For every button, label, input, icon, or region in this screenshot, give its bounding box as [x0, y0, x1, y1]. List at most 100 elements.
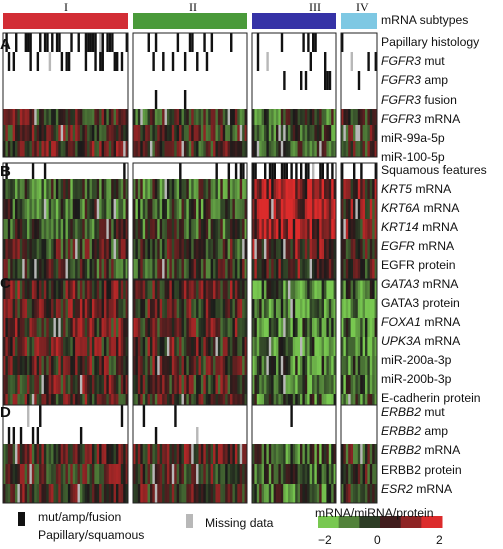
heat-cell [369, 259, 373, 279]
heat-cell [208, 356, 212, 375]
heat-cell [276, 375, 279, 394]
heat-cell [55, 356, 59, 375]
heat-cell [41, 125, 45, 141]
heat-cell [237, 125, 241, 141]
heat-cell [348, 179, 351, 199]
heat-cell [193, 394, 197, 411]
heat-cell [261, 356, 265, 375]
heat-cell [357, 375, 361, 394]
heat-cell [333, 141, 337, 157]
heat-cell [145, 337, 148, 356]
heat-cell [5, 199, 9, 219]
heat-cell [162, 394, 165, 411]
heat-cell [159, 444, 163, 464]
heat-cell [19, 356, 23, 375]
binary-mark [99, 52, 102, 71]
heat-cell [123, 299, 126, 318]
heat-cell [147, 318, 151, 337]
heat-cell [288, 239, 291, 259]
heat-cell [82, 259, 86, 279]
heat-cell [367, 141, 371, 157]
heat-cell [36, 375, 40, 394]
heat-cell [120, 299, 124, 318]
heat-cell [215, 259, 219, 279]
heat-cell [237, 337, 241, 356]
heat-cell [87, 219, 90, 239]
binary-mark [31, 427, 35, 444]
heat-cell [118, 259, 122, 279]
heat-cell [58, 109, 62, 125]
heat-cell [244, 484, 248, 503]
heat-cell [135, 375, 139, 394]
heat-cell [276, 337, 279, 356]
heat-cell [39, 299, 42, 318]
heat-cell [125, 318, 129, 337]
heat-cell [48, 219, 52, 239]
heat-cell [145, 375, 148, 394]
heat-cell [145, 280, 148, 299]
heat-cell [51, 375, 54, 394]
heat-cell [280, 318, 284, 337]
heat-cell [72, 444, 76, 464]
heat-cell [183, 125, 187, 141]
heat-cell [348, 356, 351, 375]
heat-cell [203, 464, 207, 484]
heat-cell [191, 280, 195, 299]
heat-cell [324, 375, 327, 394]
heat-cell [75, 375, 78, 394]
heat-cell [186, 356, 190, 375]
row-label-d-2: ERBB2 mRNA [381, 443, 460, 457]
heat-cell [17, 219, 21, 239]
heat-cell [227, 394, 231, 411]
heat-cell [120, 484, 124, 503]
heat-cell [27, 356, 30, 375]
heat-cell [196, 299, 199, 318]
heat-cell [205, 394, 209, 411]
heat-cell [113, 337, 117, 356]
heat-cell [324, 179, 327, 199]
heat-cell [145, 109, 148, 125]
heat-cell [108, 484, 112, 503]
heat-cell [360, 179, 363, 199]
heat-cell [123, 375, 126, 394]
heat-cell [123, 109, 126, 125]
heat-cell [307, 394, 310, 411]
heat-cell [196, 375, 199, 394]
heat-cell [353, 375, 356, 394]
heat-cell [174, 219, 178, 239]
heat-cell [341, 356, 344, 375]
row-label-post: mRNA [420, 334, 461, 348]
heat-cell [304, 299, 308, 318]
heat-cell [242, 219, 245, 239]
heat-cell [217, 464, 221, 484]
heat-cell [135, 199, 139, 219]
heat-cell [266, 318, 270, 337]
heat-cell [63, 318, 66, 337]
heat-cell [118, 318, 122, 337]
heat-cell [157, 464, 161, 484]
heat-cell [179, 484, 182, 503]
heat-cell [193, 356, 197, 375]
heat-cell [288, 125, 291, 141]
heat-cell [292, 219, 296, 239]
row-label-a-0: Papillary histology [381, 35, 479, 49]
heat-cell [290, 484, 294, 503]
heat-cell [210, 219, 214, 239]
heat-cell [196, 444, 199, 464]
heat-cell [271, 444, 274, 464]
heat-cell [203, 280, 207, 299]
heat-cell [222, 199, 226, 219]
heat-cell [48, 141, 52, 157]
heat-cell [113, 394, 117, 411]
heat-cell [244, 141, 248, 157]
heat-cell [268, 109, 272, 125]
heat-cell [58, 394, 62, 411]
heat-cell [101, 179, 105, 199]
heat-cell [149, 109, 153, 125]
heat-cell [115, 125, 119, 141]
heat-cell [82, 375, 86, 394]
heat-cell [29, 179, 33, 199]
binary-mark [271, 163, 274, 179]
heat-cell [43, 259, 47, 279]
heat-cell [79, 125, 83, 141]
